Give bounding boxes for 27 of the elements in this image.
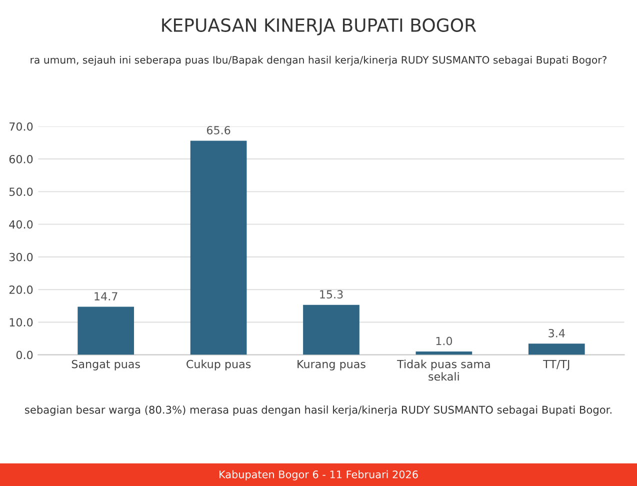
bar (303, 304, 360, 355)
data-label: 3.4 (548, 328, 565, 338)
bar (78, 306, 134, 355)
x-tick-label: Sangat puas (72, 360, 140, 370)
data-label: 1.0 (436, 336, 452, 346)
bar (416, 352, 472, 355)
x-tick-label: Kurang puas (298, 360, 366, 370)
chart-subtitle: ra umum, sejauh ini seberapa puas Ibu/Bapak dengan hasil kerja/kinerja RUDY SUSMANTO sebagai Bupati Bogor? (30, 56, 606, 66)
chart-title: KEPUASAN KINERJA BUPATI BOGOR (162, 18, 476, 36)
x-tick-label: Tidak puas sama sekali (397, 360, 490, 381)
data-label: 65.6 (206, 126, 230, 134)
data-label: 15.3 (320, 290, 343, 299)
x-tick-label: Cukup puas (186, 360, 251, 370)
y-tick-label: 60.0 (9, 154, 33, 164)
y-tick-label: 50.0 (9, 188, 33, 196)
data-label: 14.7 (94, 292, 118, 300)
y-tick-label: 10.0 (10, 318, 33, 327)
x-tick-label: TT/TJ (543, 360, 570, 370)
y-tick-label: 70.0 (10, 122, 33, 131)
y-tick-label: 20.0 (9, 285, 33, 294)
y-tick-label: 30.0 (9, 252, 33, 262)
bar (528, 344, 585, 355)
y-tick-label: 0.0 (16, 350, 33, 360)
y-tick-label: 40.0 (9, 220, 33, 229)
bar (190, 140, 247, 355)
text: Kabupaten Bogor 6 - 11 Februari 2026 (220, 470, 418, 480)
text: sebagian besar warga (80.3%) merasa puas dengan hasil kerja/kinerja RUDY SUSMANTO sebagai Bupati Bogor. (25, 406, 612, 416)
